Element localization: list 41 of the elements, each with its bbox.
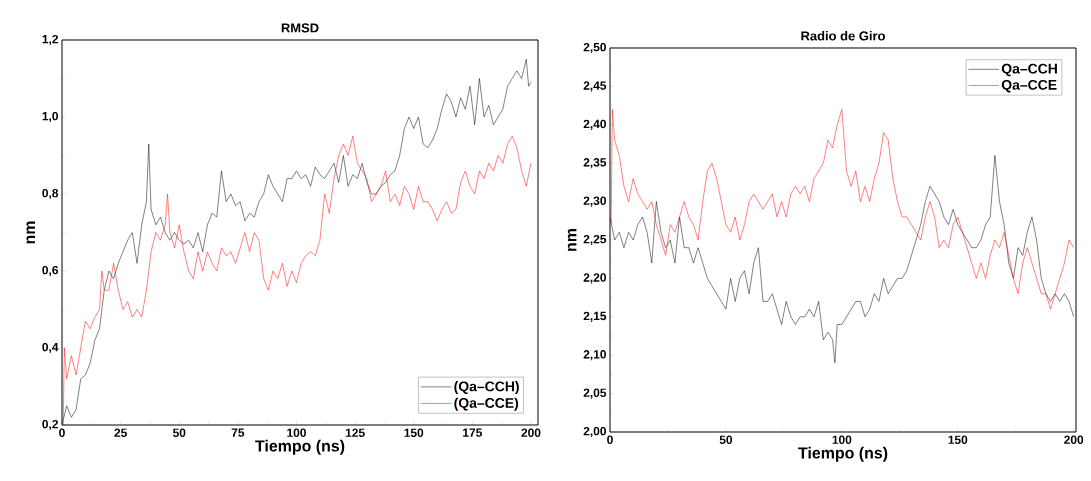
y-tick-label: 2,05 — [583, 388, 607, 399]
legend-label: (Qa–CCE) — [454, 397, 519, 411]
chart-title: RMSD — [281, 23, 319, 33]
y-tick-label: 2,35 — [583, 158, 607, 169]
y-tick-label: 2,00 — [583, 426, 606, 438]
x-tick-label: 150 — [404, 428, 424, 437]
x-tick-label: 100 — [832, 435, 852, 444]
x-tick-label: 200 — [521, 428, 541, 437]
legend-label: (Qa–CCH) — [454, 381, 519, 395]
y-tick-label: 2,30 — [583, 196, 606, 207]
y-tick-label: 2,45 — [583, 81, 607, 92]
legend-label: Qa–CCH — [1001, 63, 1057, 77]
x-tick-label: 150 — [948, 435, 968, 444]
x-tick-label: 50 — [719, 435, 733, 444]
y-tick-label: 0,8 — [42, 188, 59, 200]
y-tick-label: 2,20 — [583, 273, 606, 284]
x-tick-label: 125 — [345, 428, 365, 437]
y-tick-label: 0,2 — [42, 419, 58, 431]
x-tick-label: 0 — [59, 428, 65, 437]
x-tick-label: 100 — [287, 428, 306, 437]
x-tick-label: 175 — [463, 428, 482, 437]
x-tick-label: 200 — [1064, 435, 1084, 444]
x-tick-label: 0 — [607, 435, 613, 444]
y-tick-label: 2,15 — [583, 311, 607, 322]
x-axis-title: Tiempo (ns) — [255, 439, 345, 455]
y-tick-label: 2,40 — [583, 119, 606, 130]
x-tick-label: 50 — [172, 428, 186, 437]
y-tick-label: 2,25 — [583, 234, 607, 246]
x-tick-label: 75 — [231, 428, 245, 437]
y-tick-label: 2,50 — [583, 42, 606, 54]
chart-title: Radio de Giro — [801, 30, 885, 41]
y-tick-label: 0,6 — [42, 265, 59, 277]
y-tick-label: 2,10 — [583, 350, 606, 361]
y-axis-title: nm — [26, 221, 36, 244]
x-axis-title: Tiempo (ns) — [798, 446, 888, 462]
y-tick-label: 1,0 — [42, 111, 58, 123]
y-axis-title: nm — [567, 229, 577, 251]
y-tick-label: 1,2 — [42, 34, 58, 46]
x-tick-label: 25 — [114, 428, 127, 437]
legend-label: Qa–CCE — [1001, 79, 1057, 93]
y-tick-label: 0,4 — [42, 342, 59, 354]
